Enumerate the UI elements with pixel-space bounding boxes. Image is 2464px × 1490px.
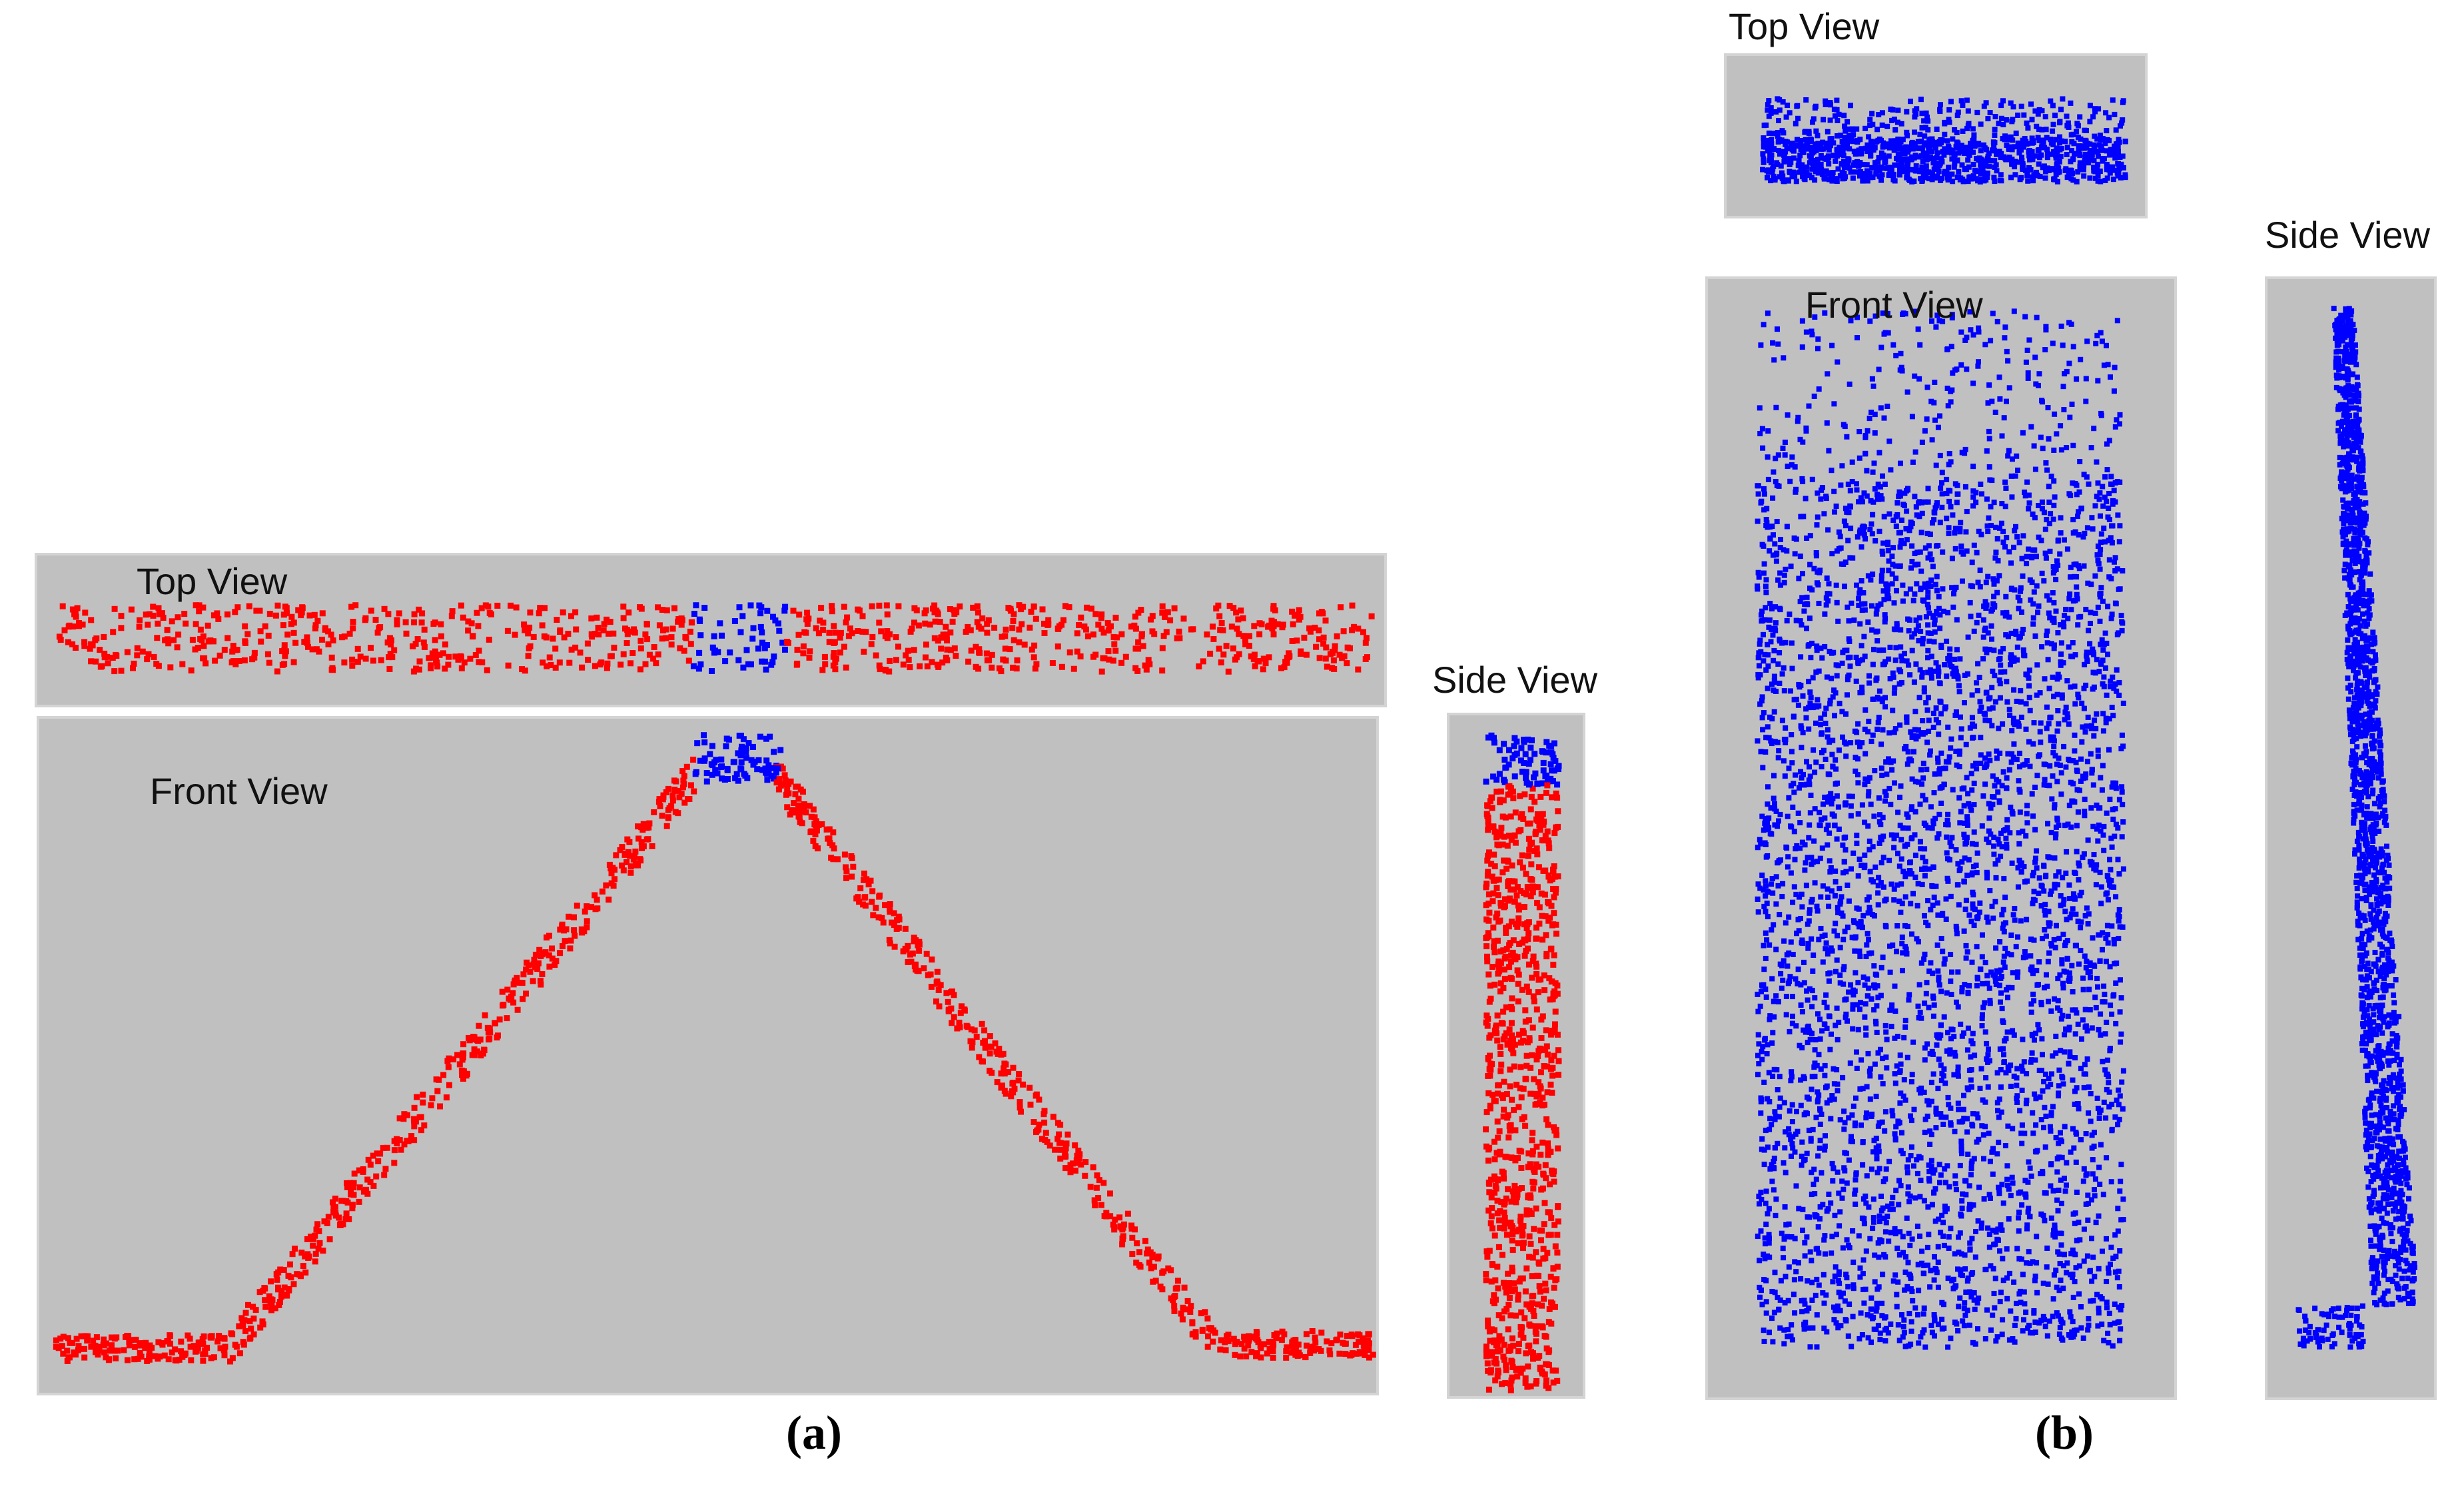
b-top-view-panel	[1724, 53, 2148, 218]
b-side-view-scatter	[2295, 306, 2417, 1350]
b-top-view-label: Top View	[1729, 5, 1880, 47]
caption-b: (b)	[2035, 1406, 2094, 1459]
a-side-view-label: Side View	[1432, 659, 1598, 701]
b-front-view-label: Front View	[1805, 284, 1983, 326]
b-side-view-panel	[2265, 276, 2437, 1400]
a-side-view-scatter	[1483, 732, 1562, 1393]
caption-a: (a)	[786, 1406, 842, 1459]
b-front-view-panel	[1705, 276, 2177, 1400]
a-front-view-panel	[37, 716, 1379, 1395]
a-front-view-label: Front View	[150, 770, 328, 812]
b-top-view-scatter	[1760, 96, 2128, 185]
a-top-view-scatter	[56, 602, 1375, 675]
a-side-view-panel	[1447, 713, 1585, 1399]
a-top-view-label: Top View	[137, 560, 288, 602]
b-side-view-label: Side View	[2265, 214, 2431, 256]
a-front-view-scatter	[53, 732, 1376, 1365]
a-top-view-panel	[35, 553, 1387, 707]
b-front-view-scatter	[1755, 308, 2126, 1350]
